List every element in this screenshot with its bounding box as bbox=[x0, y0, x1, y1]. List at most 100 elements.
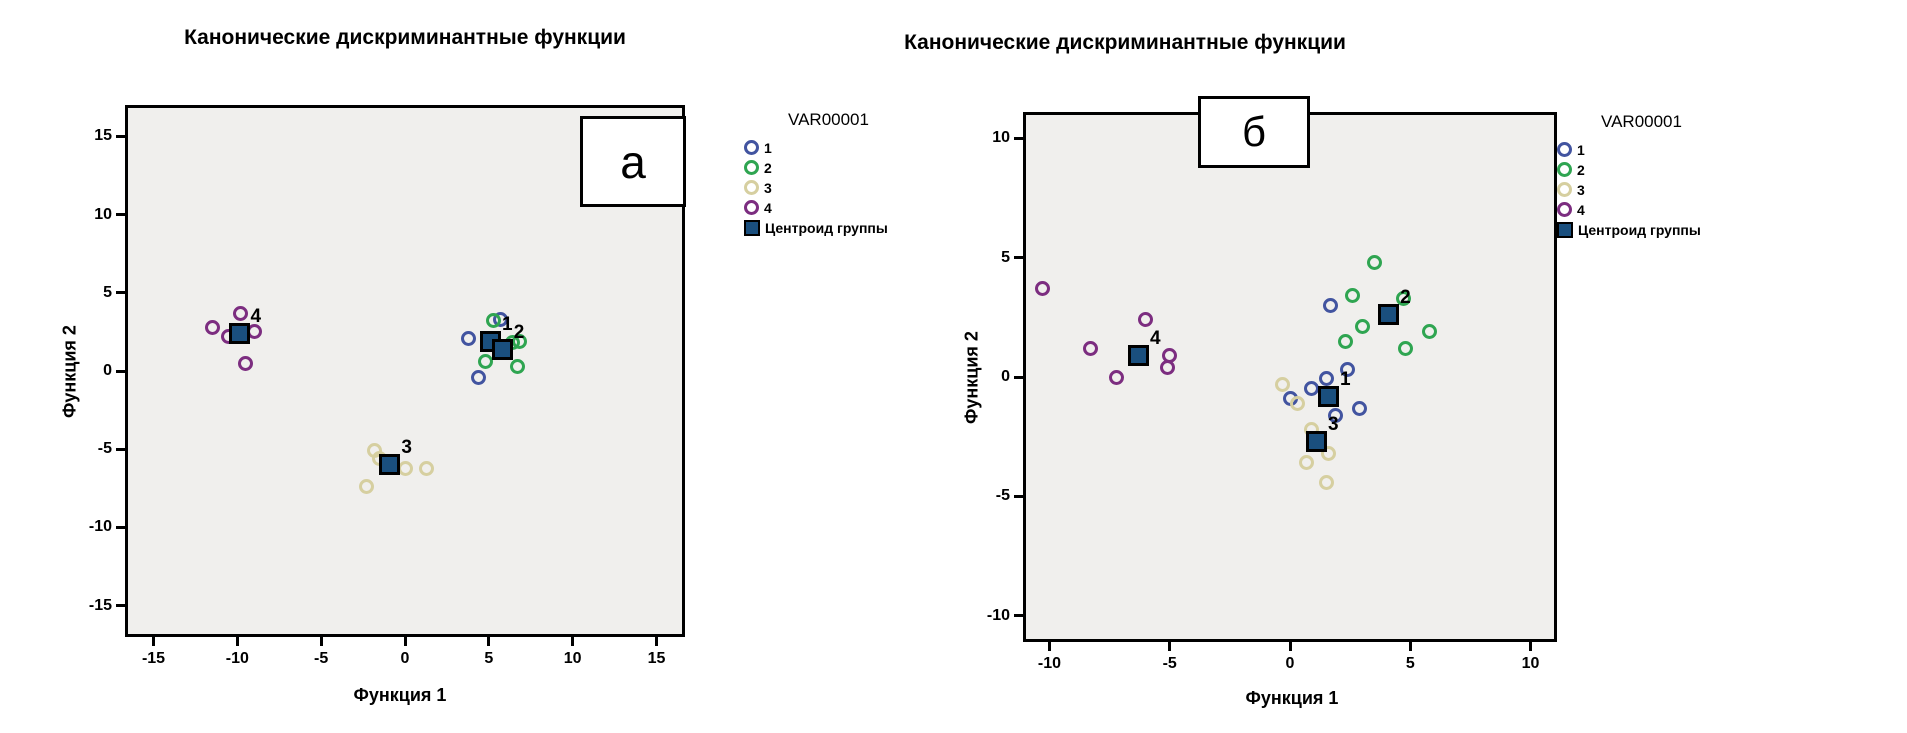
panel-label-box-a: а bbox=[580, 116, 686, 207]
data-point-group-1 bbox=[1340, 362, 1356, 378]
y-axis-tick bbox=[1014, 494, 1023, 498]
y-axis-tick-label: 0 bbox=[103, 362, 112, 379]
data-point-group-3 bbox=[419, 460, 435, 476]
legend-items-a: 1 2 3 4 Центроид группы bbox=[744, 139, 954, 236]
data-point-group-2 bbox=[509, 358, 525, 374]
legend-centroid-square-icon bbox=[1557, 221, 1573, 238]
legend-title-a: VAR00001 bbox=[788, 110, 869, 129]
x-axis-tick bbox=[1529, 642, 1533, 651]
centroid-marker-group-1: 1 bbox=[1317, 369, 1351, 407]
x-axis-tick bbox=[1288, 642, 1292, 651]
x-axis-tick-label: -5 bbox=[314, 650, 329, 667]
data-point-group-2 bbox=[1395, 290, 1411, 306]
panel-label-b: б bbox=[1241, 108, 1267, 155]
legend-centroid-label: Центроид группы bbox=[1578, 221, 1701, 238]
data-point-group-1 bbox=[1304, 381, 1320, 397]
x-axis-tick-label: 5 bbox=[484, 650, 494, 667]
legend-item-centroid: Центроид группы bbox=[744, 219, 954, 236]
data-point-group-4 bbox=[1109, 369, 1125, 385]
data-point-group-4 bbox=[1138, 312, 1154, 328]
y-axis-tick bbox=[116, 369, 125, 373]
data-point-group-2 bbox=[1422, 324, 1437, 340]
data-point-group-1 bbox=[1328, 407, 1344, 423]
data-point-group-3 bbox=[1275, 376, 1291, 392]
chart-title-b: Канонические дискриминантные функции bbox=[904, 31, 1346, 54]
chart-title-a: Канонические дискриминантные функции bbox=[184, 26, 626, 49]
x-axis-tick-label: 5 bbox=[1405, 655, 1415, 672]
legend-b: VAR00001 1 2 3 4 Центроид группы bbox=[1557, 112, 1767, 241]
legend-circle-icon bbox=[1557, 182, 1572, 197]
data-point-group-2 bbox=[1397, 340, 1413, 356]
legend-circle-icon bbox=[744, 160, 759, 175]
y-axis-tick-label: 5 bbox=[1001, 248, 1010, 266]
data-point-group-3 bbox=[1299, 455, 1315, 471]
y-axis-tick-label: -10 bbox=[88, 518, 112, 536]
x-axis-tick-label: 10 bbox=[563, 650, 582, 667]
y-axis-tick-label: 0 bbox=[1001, 368, 1010, 385]
data-point-group-3 bbox=[1289, 395, 1305, 411]
data-point-group-1 bbox=[471, 369, 487, 385]
data-point-group-2 bbox=[511, 333, 527, 349]
legend-item-group-3: 3 bbox=[744, 179, 954, 196]
y-axis-tick-label: 5 bbox=[103, 283, 112, 301]
centroid-number-label: 3 bbox=[401, 437, 412, 459]
x-axis-tick bbox=[152, 637, 155, 646]
legend-item-label: 1 bbox=[764, 139, 772, 156]
data-point-group-3 bbox=[358, 479, 374, 495]
data-point-group-2 bbox=[1345, 288, 1361, 304]
legend-item-group-1: 1 bbox=[1557, 141, 1767, 158]
data-point-group-3 bbox=[1318, 474, 1334, 490]
legend-item-group-1: 1 bbox=[744, 139, 954, 156]
legend-centroid-square-icon bbox=[744, 219, 760, 236]
y-axis-tick-label: -10 bbox=[986, 606, 1010, 624]
legend-circle-icon bbox=[744, 140, 759, 155]
data-point-group-4 bbox=[204, 319, 220, 335]
legend-item-centroid: Центроид группы bbox=[1557, 221, 1767, 238]
x-axis-tick bbox=[571, 637, 575, 646]
legend-item-group-2: 2 bbox=[1557, 161, 1767, 178]
data-point-group-2 bbox=[1337, 333, 1353, 349]
x-axis-tick-label: -10 bbox=[225, 650, 249, 667]
legend-circle-icon bbox=[744, 200, 759, 215]
data-point-group-2 bbox=[477, 354, 493, 370]
data-point-group-4 bbox=[238, 355, 254, 371]
centroid-marker-group-3: 3 bbox=[1305, 414, 1339, 452]
y-axis-tick bbox=[116, 291, 125, 295]
y-axis-tick bbox=[116, 447, 125, 451]
x-axis-tick bbox=[1408, 642, 1412, 651]
centroid-number-label: 1 bbox=[502, 313, 513, 335]
legend-centroid-label: Центроид группы bbox=[765, 219, 888, 236]
legend-item-label: 4 bbox=[764, 199, 772, 216]
x-axis-tick-label: 0 bbox=[1285, 655, 1295, 672]
x-axis-tick bbox=[403, 637, 407, 646]
x-axis-tick bbox=[1168, 642, 1172, 651]
centroid-marker-group-2: 2 bbox=[1378, 287, 1411, 326]
data-point-group-1 bbox=[1352, 400, 1368, 416]
legend-item-label: 3 bbox=[1577, 181, 1585, 198]
data-point-group-1 bbox=[1323, 297, 1339, 313]
x-axis-tick bbox=[235, 637, 239, 646]
data-point-group-1 bbox=[1318, 370, 1334, 386]
centroid-number-label: 4 bbox=[1149, 328, 1161, 349]
x-axis-label-b: Функция 1 bbox=[1245, 688, 1339, 708]
data-point-group-3 bbox=[1320, 445, 1336, 461]
y-axis-tick bbox=[1014, 614, 1023, 618]
y-axis-tick-label: 10 bbox=[94, 205, 112, 223]
data-point-group-4 bbox=[1082, 340, 1098, 356]
panel-label-box-b: б bbox=[1198, 96, 1310, 168]
plot-area-a: а Функция 2 Функция 1 -15 -10 -5 0 5 10 15 -15-… bbox=[60, 105, 686, 705]
centroid-marker-group-3: 3 bbox=[379, 437, 412, 476]
x-axis-tick-label: 15 bbox=[647, 650, 666, 667]
y-axis-tick bbox=[116, 525, 125, 529]
legend-a: VAR00001 1 2 3 4 Центроид группы bbox=[744, 110, 954, 239]
x-axis-tick-label: -5 bbox=[1162, 655, 1177, 672]
x-axis-tick-label: 0 bbox=[400, 650, 410, 667]
legend-item-label: 1 bbox=[1577, 141, 1585, 158]
x-axis-tick-label: -15 bbox=[141, 650, 166, 667]
data-point-group-1 bbox=[461, 330, 477, 346]
centroid-number-label: 1 bbox=[1339, 368, 1351, 390]
y-axis-tick-label: 10 bbox=[992, 129, 1010, 147]
y-axis-tick-label: -15 bbox=[88, 596, 112, 614]
centroid-marker-group-4: 4 bbox=[1127, 328, 1161, 366]
y-axis-tick-label: -5 bbox=[97, 440, 112, 458]
